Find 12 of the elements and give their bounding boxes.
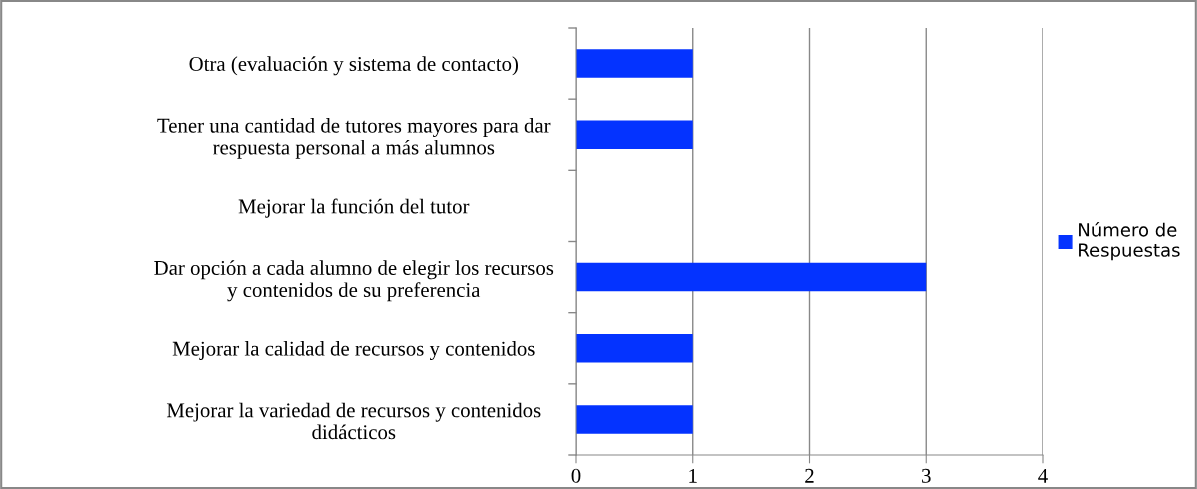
y-tick-label: Dar opción a cada alumno de elegir los recursos y contenidos de su preferencia <box>154 260 554 302</box>
x-tick-label: 2 <box>805 468 814 483</box>
y-tick-label: Otra (evaluación y sistema de contacto) <box>189 56 519 76</box>
x-tick-label: 4 <box>1038 468 1048 483</box>
x-tick-label: 0 <box>571 468 581 483</box>
y-tick-label: Mejorar la variedad de recursos y contenidos didácticos <box>166 402 541 440</box>
y-tick-label: Mejorar la función del tutor <box>238 198 470 218</box>
x-tick-label: 3 <box>922 468 931 483</box>
legend-label: Número de Respuestas <box>1079 221 1180 261</box>
y-tick-label: Mejorar la calidad de recursos y contenidos <box>172 341 535 360</box>
x-tick-label: 1 <box>689 468 697 483</box>
y-tick-label: Tener una cantidad de tutores mayores para dar respuesta personal a más alumnos <box>157 118 551 159</box>
